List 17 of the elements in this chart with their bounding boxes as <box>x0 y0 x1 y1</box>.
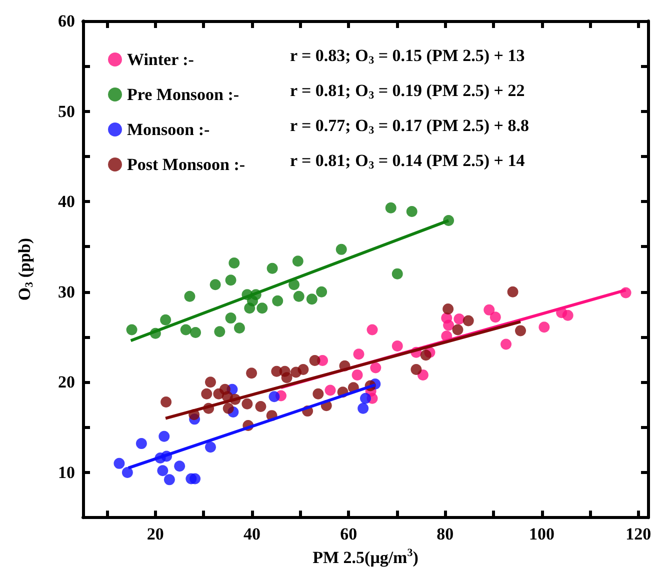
y-tick-label: 40 <box>58 192 75 212</box>
x-tick-label: 20 <box>146 524 164 544</box>
legend-label: Pre Monsoon :- <box>127 85 240 104</box>
x-tick-label: 100 <box>529 524 555 544</box>
legend-label: Post Monsoon :- <box>127 155 246 174</box>
y-tick-label: 30 <box>58 282 75 302</box>
legend-label: Monsoon :- <box>127 120 210 139</box>
x-tick-label: 80 <box>436 524 454 544</box>
y-axis-title: O3 (ppb) <box>15 238 36 301</box>
y-tick-label: 50 <box>58 102 75 121</box>
legend-label: Winter :- <box>127 50 194 69</box>
y-tick-label: 10 <box>58 462 75 482</box>
x-tick-label: 40 <box>244 524 261 544</box>
x-tick-label: 60 <box>340 524 358 544</box>
y-tick-label: 60 <box>58 12 75 30</box>
y-tick-label: 20 <box>58 372 75 392</box>
x-tick-label: 120 <box>626 524 652 544</box>
